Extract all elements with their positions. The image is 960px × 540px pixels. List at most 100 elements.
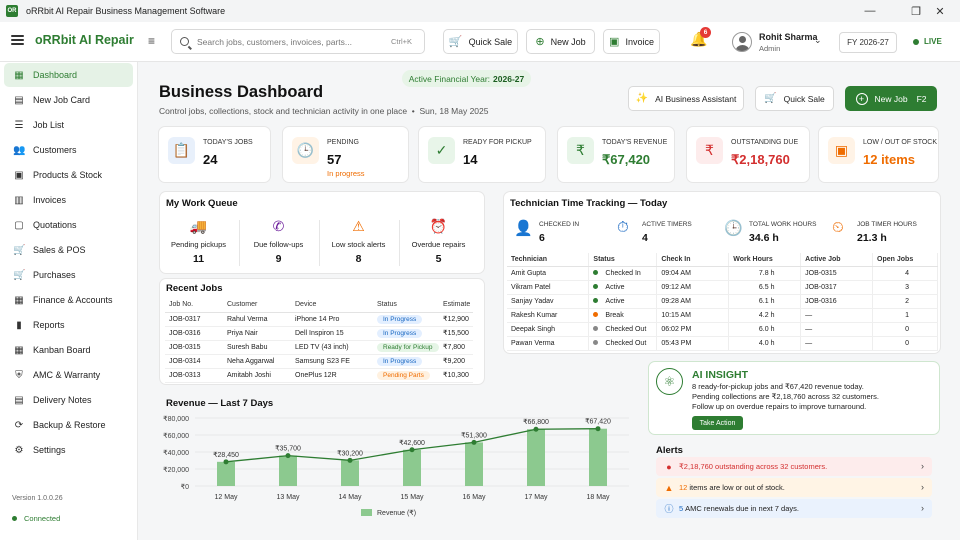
work-queue-item[interactable]: 🚚 Pending pickups 11 [159,218,238,268]
kpi-card[interactable]: ₹ Today's Revenue ₹67,420 [557,126,675,183]
warning-icon: ▲ [664,482,674,493]
table-row[interactable]: Rakesh Kumar Break 10:15 AM 4.2 h —1 [507,308,938,323]
technician-name: Sanjay Yadav [507,294,590,309]
y-tick-label: ₹0 [181,483,189,491]
fy-pill-label: Active Financial Year: [408,73,491,84]
sidebar-item-amc-warranty[interactable]: ⛨ AMC & Warranty [4,363,133,387]
tech-stat-label: ACTIVE TIMERS [642,221,692,228]
sidebar-item-sales-pos[interactable]: 🛒 Sales & POS [4,238,133,262]
work-queue-title: My Work Queue [166,198,238,209]
sidebar-item-new-job-card[interactable]: ▤ New Job Card [4,88,133,112]
table-row[interactable]: Amit Gupta Checked In 09:04 AM 7.8 h JOB-031… [507,266,938,281]
work-queue-item[interactable]: ⚠ Low stock alerts 8 [319,218,398,268]
table-row[interactable]: JOB-0313 Amitabh Joshi OnePlus 12R Pending … [165,368,473,383]
device-name: iPhone 14 Pro [291,312,373,327]
kpi-card[interactable]: ✓ Ready for Pickup 14 [418,126,546,183]
reports-icon: ▮ [16,319,22,331]
invoice-button[interactable]: ▣ Invoice [603,29,660,54]
ai-assistant-button[interactable]: ✨ AI Business Assistant [628,86,744,111]
data-label: ₹67,420 [585,418,611,426]
table-row[interactable]: Pawan Verma Checked Out 05:43 PM 4.0 h —0 [507,336,938,351]
column-header: Customer [223,298,291,313]
user-name[interactable]: Rohit Sharma [759,32,818,42]
alert-item[interactable]: ● ₹2,18,760 outstanding across 32 custome… [656,457,932,476]
status-badge: Pending Parts [377,370,430,380]
sidebar-item-purchases[interactable]: 🛒 Purchases [4,263,133,287]
avatar[interactable] [732,32,752,52]
quick-sale-button[interactable]: 🛒 Quick Sale [443,29,518,54]
clock-icon: 🕒 [292,137,319,164]
sidebar-item-dashboard[interactable]: ▦ Dashboard [4,63,133,87]
quick-sale-header-button[interactable]: 🛒 Quick Sale [755,86,834,111]
menu-icon[interactable] [11,35,24,45]
kpi-card[interactable]: 🕒 Pending 57 In progress [282,126,409,183]
sidebar-item-products-stock[interactable]: ▣ Products & Stock [4,163,133,187]
truck-icon: 🚚 [189,218,208,234]
delivery-icon: ▤ [14,394,24,406]
table-row[interactable]: JOB-0316 Priya Nair Dell Inspiron 15 In Pro… [165,326,473,341]
sidebar-item-finance-accounts[interactable]: ▦ Finance & Accounts [4,288,133,312]
data-label: ₹42,600 [399,439,425,447]
alert-item[interactable]: ⓘ 5 AMC renewals due in next 7 days. › [656,499,932,518]
table-row[interactable]: Vikram Patel Active 09:12 AM 6.5 h JOB-0317 3 [507,280,938,295]
maximize-icon[interactable]: ❐ [911,5,921,18]
recent-jobs-table: Job No. Customer Device Status Estimate JOB-… [165,298,473,383]
alert-text: AMC renewals due in next 7 days. [685,504,799,513]
filter-icon[interactable]: ≡ [148,34,156,48]
new-job-button[interactable]: + New Job F2 [845,86,937,111]
kpi-card[interactable]: 📋 Today's Jobs 24 [158,126,271,183]
data-label: ₹66,800 [523,418,549,426]
sidebar-item-invoices[interactable]: ▥ Invoices [4,188,133,212]
finance-icon: ▦ [14,294,24,306]
fy-selector[interactable]: FY 2026-27 [839,32,897,53]
status-text: Active [605,283,625,291]
alarm-icon: ⏰ [429,218,448,234]
column-header: Work Hours [728,253,802,267]
tech-stat-value: 6 [539,232,545,244]
status-text: Break [605,311,624,319]
sidebar-item-quotations[interactable]: ▢ Quotations [4,213,133,237]
tech-stat-value: 4 [642,232,648,244]
take-action-button[interactable]: Take Action [692,416,743,430]
y-tick-label: ₹20,000 [163,466,189,474]
kanban-icon: ▦ [14,344,24,356]
fy-pill-value: 2026-27 [493,73,525,84]
work-queue-item[interactable]: ⏰ Overdue repairs 5 [399,218,478,268]
kpi-card[interactable]: ₹ Outstanding Due ₹2,18,760 [686,126,810,183]
sidebar-item-delivery-notes[interactable]: ▤ Delivery Notes [4,388,133,412]
status-cell: In Progress [373,326,439,341]
chevron-down-icon[interactable]: ⌄ [814,35,822,45]
sidebar-item-job-list[interactable]: ☰ Job List [4,113,133,137]
sidebar-item-reports[interactable]: ▮ Reports [4,313,133,337]
job-number: JOB-0314 [165,354,223,369]
table-row[interactable]: JOB-0315 Suresh Babu LED TV (43 inch) Ready… [165,340,473,355]
table-row[interactable]: JOB-0314 Neha Aggarwal Samsung S23 FE In Pr… [165,354,473,369]
table-row[interactable]: Deepak Singh Checked Out 06:02 PM 6.0 h —0 [507,322,938,337]
search-box[interactable]: Ctrl+K [171,29,425,54]
close-icon[interactable]: ✕ [935,5,945,18]
work-queue-item[interactable]: ✆ Due follow-ups 9 [239,218,318,268]
revenue-bar [403,449,421,486]
table-row[interactable]: Sanjay Yadav Active 09:28 AM 6.1 h JOB-0316 2 [507,294,938,309]
sidebar-item-label: Reports [33,320,65,330]
work-queue-label: Due follow-ups [253,240,304,249]
sidebar-item-customers[interactable]: 👥 Customers [4,138,133,162]
search-input[interactable] [197,36,387,47]
work-hours: 6.1 h [728,294,802,309]
table-row[interactable]: JOB-0317 Rahul Verma iPhone 14 Pro In Progr… [165,312,473,327]
sidebar-item-kanban-board[interactable]: ▦ Kanban Board [4,338,133,362]
revenue-point [595,426,601,432]
new-job-top-button[interactable]: ⊕ New Job [526,29,595,54]
kpi-card[interactable]: ▣ Low / Out of Stock 12 items [818,126,939,183]
divider [239,220,240,266]
brain-icon: ⚛ [656,368,683,395]
revenue-bar [527,429,545,486]
minimize-icon[interactable]: — [864,5,876,17]
sidebar-item-settings[interactable]: ⚙ Settings [4,438,133,462]
sidebar-item-backup-restore[interactable]: ⟳ Backup & Restore [4,413,133,437]
insight-line: Pending collections are ₹2,18,760 across… [692,392,879,401]
sidebar-item-label: Customers [33,145,77,155]
tech-stat-label: CHECKED IN [539,221,580,228]
alert-item[interactable]: ▲ 12 items are low or out of stock. › [656,478,932,497]
x-tick-label: 15 May [401,494,424,501]
